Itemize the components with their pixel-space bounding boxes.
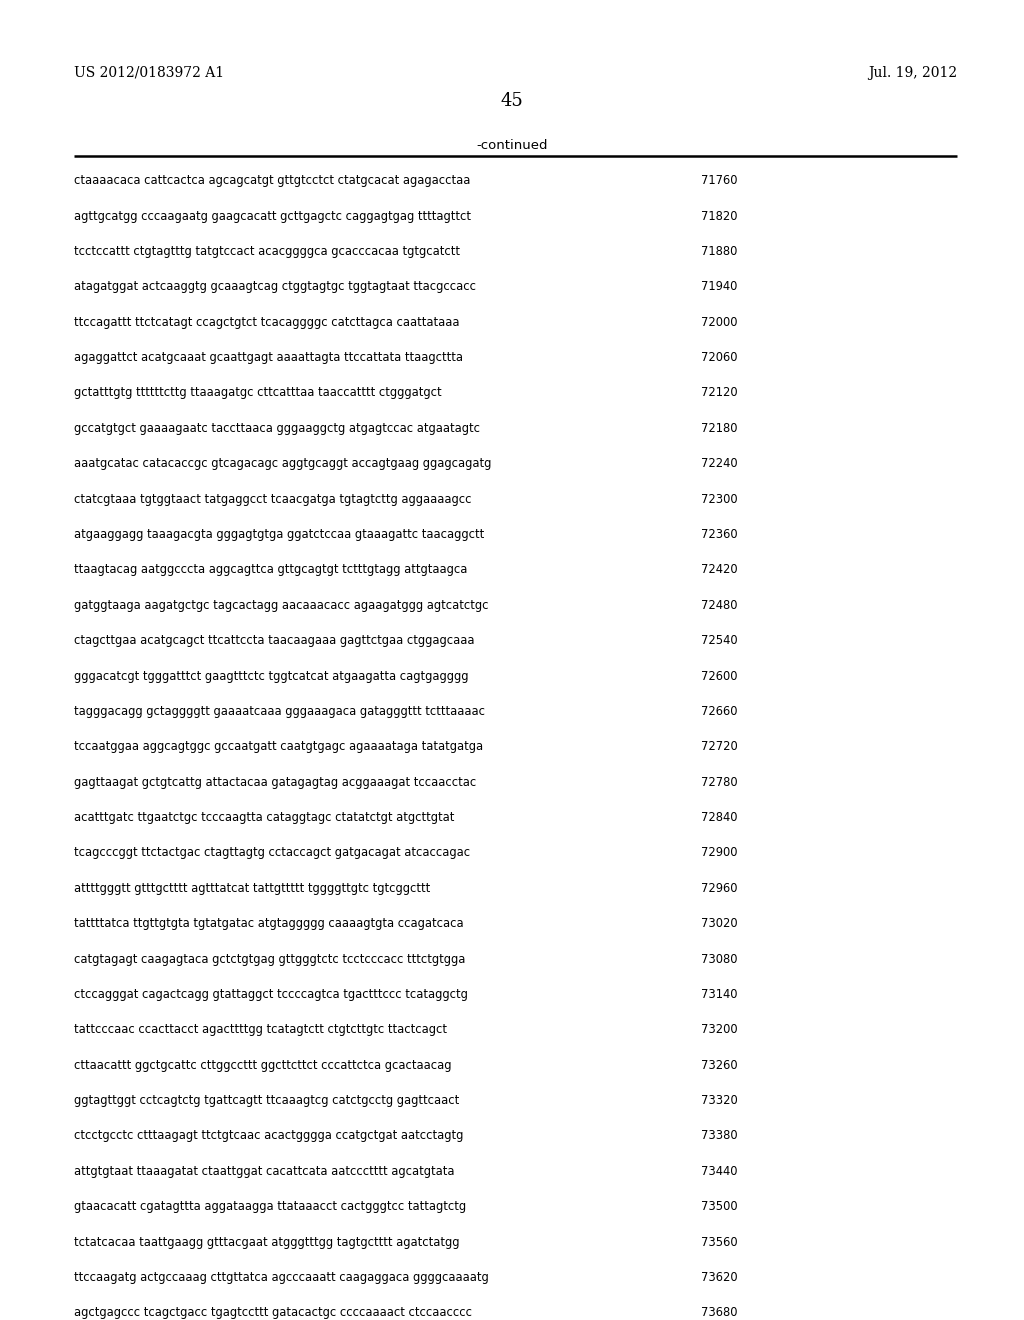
Text: gatggtaaga aagatgctgc tagcactagg aacaaacacc agaagatggg agtcatctgc: gatggtaaga aagatgctgc tagcactagg aacaaac…: [74, 599, 488, 611]
Text: gtaacacatt cgatagttta aggataagga ttataaacct cactgggtcc tattagtctg: gtaacacatt cgatagttta aggataagga ttataaa…: [74, 1200, 466, 1213]
Text: 73320: 73320: [701, 1094, 738, 1107]
Text: gggacatcgt tgggatttct gaagtttctc tggtcatcat atgaagatta cagtgagggg: gggacatcgt tgggatttct gaagtttctc tggtcat…: [74, 669, 468, 682]
Text: 73620: 73620: [701, 1271, 738, 1284]
Text: 72960: 72960: [701, 882, 738, 895]
Text: 73440: 73440: [701, 1164, 738, 1177]
Text: gagttaagat gctgtcattg attactacaa gatagagtag acggaaagat tccaacctac: gagttaagat gctgtcattg attactacaa gatagag…: [74, 776, 476, 788]
Text: cttaacattt ggctgcattc cttggccttt ggcttcttct cccattctca gcactaacag: cttaacattt ggctgcattc cttggccttt ggcttct…: [74, 1059, 452, 1072]
Text: ttccaagatg actgccaaag cttgttatca agcccaaatt caagaggaca ggggcaaaatg: ttccaagatg actgccaaag cttgttatca agcccaa…: [74, 1271, 488, 1284]
Text: ttaagtacag aatggcccta aggcagttca gttgcagtgt tctttgtagg attgtaagca: ttaagtacag aatggcccta aggcagttca gttgcag…: [74, 564, 467, 577]
Text: 73080: 73080: [701, 953, 738, 965]
Text: 72660: 72660: [701, 705, 738, 718]
Text: 72000: 72000: [701, 315, 738, 329]
Text: tagggacagg gctaggggtt gaaaatcaaa gggaaagaca gatagggttt tctttaaaac: tagggacagg gctaggggtt gaaaatcaaa gggaaag…: [74, 705, 484, 718]
Text: ttccagattt ttctcatagt ccagctgtct tcacaggggc catcttagca caattataaa: ttccagattt ttctcatagt ccagctgtct tcacagg…: [74, 315, 459, 329]
Text: 73560: 73560: [701, 1236, 738, 1249]
Text: 72540: 72540: [701, 634, 738, 647]
Text: 72900: 72900: [701, 846, 738, 859]
Text: tcctccattt ctgtagtttg tatgtccact acacggggca gcacccacaa tgtgcatctt: tcctccattt ctgtagtttg tatgtccact acacggg…: [74, 246, 460, 257]
Text: 73380: 73380: [701, 1130, 738, 1142]
Text: 72840: 72840: [701, 810, 738, 824]
Text: ctccagggat cagactcagg gtattaggct tccccagtca tgactttccc tcataggctg: ctccagggat cagactcagg gtattaggct tccccag…: [74, 987, 468, 1001]
Text: tattcccaac ccacttacct agacttttgg tcatagtctt ctgtcttgtc ttactcagct: tattcccaac ccacttacct agacttttgg tcatagt…: [74, 1023, 446, 1036]
Text: 71820: 71820: [701, 210, 738, 223]
Text: 73020: 73020: [701, 917, 738, 931]
Text: 72300: 72300: [701, 492, 738, 506]
Text: -continued: -continued: [476, 139, 548, 152]
Text: 73140: 73140: [701, 987, 738, 1001]
Text: 73200: 73200: [701, 1023, 738, 1036]
Text: agttgcatgg cccaagaatg gaagcacatt gcttgagctc caggagtgag ttttagttct: agttgcatgg cccaagaatg gaagcacatt gcttgag…: [74, 210, 471, 223]
Text: US 2012/0183972 A1: US 2012/0183972 A1: [74, 66, 224, 81]
Text: 72060: 72060: [701, 351, 738, 364]
Text: 72720: 72720: [701, 741, 738, 754]
Text: 72180: 72180: [701, 422, 738, 434]
Text: 45: 45: [501, 92, 523, 111]
Text: 73680: 73680: [701, 1307, 738, 1319]
Text: agaggattct acatgcaaat gcaattgagt aaaattagta ttccattata ttaagcttta: agaggattct acatgcaaat gcaattgagt aaaatta…: [74, 351, 463, 364]
Text: gctatttgtg ttttttcttg ttaaagatgc cttcatttaa taaccatttt ctgggatgct: gctatttgtg ttttttcttg ttaaagatgc cttcatt…: [74, 387, 441, 400]
Text: atagatggat actcaaggtg gcaaagtcag ctggtagtgc tggtagtaat ttacgccacc: atagatggat actcaaggtg gcaaagtcag ctggtag…: [74, 280, 476, 293]
Text: ctagcttgaa acatgcagct ttcattccta taacaagaaa gagttctgaa ctggagcaaa: ctagcttgaa acatgcagct ttcattccta taacaag…: [74, 634, 474, 647]
Text: 72780: 72780: [701, 776, 738, 788]
Text: 73260: 73260: [701, 1059, 738, 1072]
Text: tctatcacaa taattgaagg gtttacgaat atgggtttgg tagtgctttt agatctatgg: tctatcacaa taattgaagg gtttacgaat atgggtt…: [74, 1236, 459, 1249]
Text: tattttatca ttgttgtgta tgtatgatac atgtaggggg caaaagtgta ccagatcaca: tattttatca ttgttgtgta tgtatgatac atgtagg…: [74, 917, 463, 931]
Text: 71760: 71760: [701, 174, 738, 187]
Text: 72480: 72480: [701, 599, 738, 611]
Text: tccaatggaa aggcagtggc gccaatgatt caatgtgagc agaaaataga tatatgatga: tccaatggaa aggcagtggc gccaatgatt caatgtg…: [74, 741, 483, 754]
Text: gccatgtgct gaaaagaatc taccttaaca gggaaggctg atgagtccac atgaatagtc: gccatgtgct gaaaagaatc taccttaaca gggaagg…: [74, 422, 479, 434]
Text: 72360: 72360: [701, 528, 738, 541]
Text: catgtagagt caagagtaca gctctgtgag gttgggtctc tcctcccacc tttctgtgga: catgtagagt caagagtaca gctctgtgag gttgggt…: [74, 953, 465, 965]
Text: 72600: 72600: [701, 669, 738, 682]
Text: 73500: 73500: [701, 1200, 738, 1213]
Text: attgtgtaat ttaaagatat ctaattggat cacattcata aatccctttt agcatgtata: attgtgtaat ttaaagatat ctaattggat cacattc…: [74, 1164, 455, 1177]
Text: 72240: 72240: [701, 457, 738, 470]
Text: ctcctgcctc ctttaagagt ttctgtcaac acactgggga ccatgctgat aatcctagtg: ctcctgcctc ctttaagagt ttctgtcaac acactgg…: [74, 1130, 463, 1142]
Text: tcagcccggt ttctactgac ctagttagtg cctaccagct gatgacagat atcaccagac: tcagcccggt ttctactgac ctagttagtg cctacca…: [74, 846, 470, 859]
Text: acatttgatc ttgaatctgc tcccaagtta cataggtagc ctatatctgt atgcttgtat: acatttgatc ttgaatctgc tcccaagtta cataggt…: [74, 810, 454, 824]
Text: 71940: 71940: [701, 280, 738, 293]
Text: ggtagttggt cctcagtctg tgattcagtt ttcaaagtcg catctgcctg gagttcaact: ggtagttggt cctcagtctg tgattcagtt ttcaaag…: [74, 1094, 459, 1107]
Text: 71880: 71880: [701, 246, 738, 257]
Text: Jul. 19, 2012: Jul. 19, 2012: [868, 66, 957, 81]
Text: attttgggtt gtttgctttt agtttatcat tattgttttt tggggttgtc tgtcggcttt: attttgggtt gtttgctttt agtttatcat tattgtt…: [74, 882, 430, 895]
Text: agctgagccc tcagctgacc tgagtccttt gatacactgc ccccaaaact ctccaacccc: agctgagccc tcagctgacc tgagtccttt gatacac…: [74, 1307, 472, 1319]
Text: ctatcgtaaa tgtggtaact tatgaggcct tcaacgatga tgtagtcttg aggaaaagcc: ctatcgtaaa tgtggtaact tatgaggcct tcaacga…: [74, 492, 471, 506]
Text: ctaaaacaca cattcactca agcagcatgt gttgtcctct ctatgcacat agagacctaa: ctaaaacaca cattcactca agcagcatgt gttgtcc…: [74, 174, 470, 187]
Text: atgaaggagg taaagacgta gggagtgtga ggatctccaa gtaaagattc taacaggctt: atgaaggagg taaagacgta gggagtgtga ggatctc…: [74, 528, 484, 541]
Text: 72420: 72420: [701, 564, 738, 577]
Text: aaatgcatac catacaccgc gtcagacagc aggtgcaggt accagtgaag ggagcagatg: aaatgcatac catacaccgc gtcagacagc aggtgca…: [74, 457, 492, 470]
Text: 72120: 72120: [701, 387, 738, 400]
